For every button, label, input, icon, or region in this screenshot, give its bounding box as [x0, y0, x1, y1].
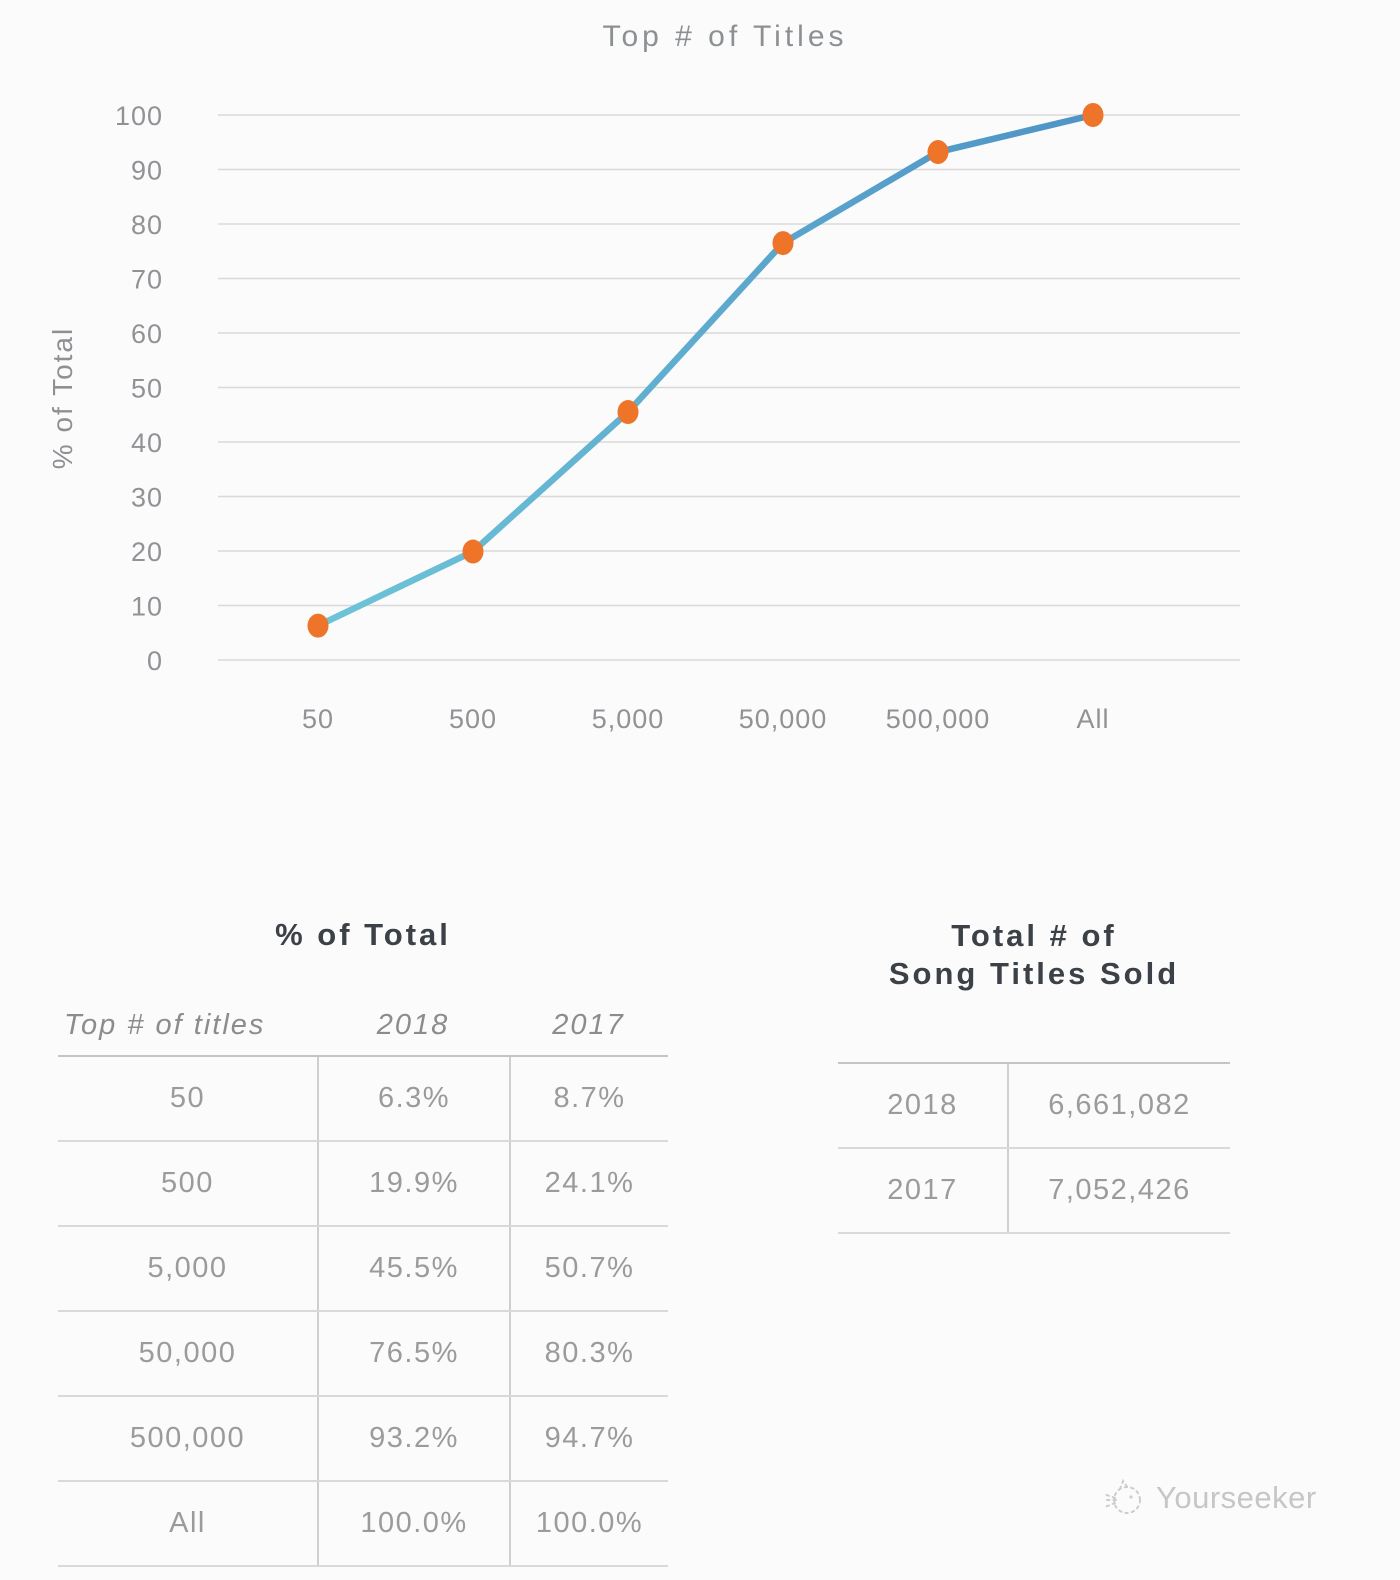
data-point-marker: [617, 400, 639, 425]
table-row: 500,000 93.2% 94.7%: [58, 1397, 668, 1482]
y-tick-label: 40: [131, 428, 163, 458]
table-cell: 94.7%: [509, 1397, 668, 1480]
pct-table-header-2018: 2018: [376, 1008, 450, 1041]
table-cell: 80.3%: [509, 1312, 668, 1395]
table-cell: 24.1%: [509, 1142, 668, 1225]
table-cell: 5,000: [147, 1252, 228, 1284]
table-cell: 500: [161, 1167, 214, 1199]
table-cell: 7,052,426: [1007, 1149, 1230, 1232]
data-point-marker: [772, 231, 794, 256]
table-row: 2018 6,661,082: [838, 1064, 1230, 1149]
table-row: 2017 7,052,426: [838, 1149, 1230, 1234]
titles-line-chart: Top # of Titles % of Total 0 10 20 30 40 50 60 70…: [47, 20, 1240, 734]
y-tick-label: 20: [131, 537, 163, 567]
table-cell: 8.7%: [509, 1057, 668, 1140]
table-cell: 6,661,082: [1007, 1064, 1230, 1147]
totals-table-title-line1: Total # of: [951, 918, 1117, 953]
totals-table-body: 2018 6,661,082 2017 7,052,426: [838, 1062, 1230, 1234]
x-tick-label: 5,000: [592, 704, 665, 734]
table-cell: 45.5%: [317, 1227, 509, 1310]
table-cell: 100.0%: [509, 1482, 668, 1565]
x-tick-label: 50: [302, 704, 334, 734]
pct-table-header-titles: Top # of titles: [64, 1008, 266, 1041]
data-line-2018: [314, 111, 1097, 629]
table-cell: 50,000: [138, 1337, 237, 1369]
y-tick-label: 30: [131, 483, 163, 513]
x-tick-label: 500: [449, 704, 497, 734]
y-tick-label: 80: [131, 210, 163, 240]
data-point-marker: [927, 140, 949, 165]
table-row: 50,000 76.5% 80.3%: [58, 1312, 668, 1397]
y-axis-title: % of Total: [47, 327, 78, 469]
table-row: 5,000 45.5% 50.7%: [58, 1227, 668, 1312]
table-cell: All: [169, 1507, 206, 1539]
table-cell: 50.7%: [509, 1227, 668, 1310]
y-tick-label: 50: [131, 374, 163, 404]
data-point-marker: [462, 539, 484, 564]
cat-sketch-icon: [1103, 1478, 1141, 1514]
y-tick-label: 100: [115, 101, 163, 131]
data-point-marker: [307, 613, 329, 638]
pct-table-body: 50 6.3% 8.7% 500 19.9% 24.1% 5,000 45.5% 50.7% 50…: [58, 1055, 668, 1567]
y-tick-label: 10: [131, 592, 163, 622]
table-cell: 6.3%: [317, 1057, 509, 1140]
x-tick-label: All: [1076, 704, 1109, 734]
table-row: 500 19.9% 24.1%: [58, 1142, 668, 1227]
pct-table-header-row: Top # of titles 2018 2017: [58, 995, 668, 1055]
x-tick-label: 50,000: [739, 704, 828, 734]
totals-table-title-line2: Song Titles Sold: [888, 956, 1180, 991]
pct-table-title: % of Total: [275, 917, 451, 952]
table-row: 50 6.3% 8.7%: [58, 1057, 668, 1142]
table-cell: 19.9%: [317, 1142, 509, 1225]
chart-title: Top # of Titles: [602, 20, 847, 53]
table-cell: 50: [169, 1082, 206, 1114]
table-cell: 500,000: [129, 1422, 246, 1454]
pct-table-header-2017: 2017: [552, 1008, 625, 1041]
table-cell: 2017: [887, 1174, 958, 1206]
table-row: All 100.0% 100.0%: [58, 1482, 668, 1567]
y-tick-label: 70: [131, 265, 163, 295]
table-cell: 93.2%: [317, 1397, 509, 1480]
table-cell: 2018: [887, 1089, 958, 1121]
table-cell: 100.0%: [317, 1482, 509, 1565]
y-tick-label: 60: [131, 319, 163, 349]
table-cell: 76.5%: [317, 1312, 509, 1395]
data-point-marker: [1082, 103, 1104, 127]
watermark: Yourseeker: [1100, 1476, 1317, 1520]
x-tick-label: 500,000: [886, 704, 991, 734]
watermark-label: Yourseeker: [1156, 1480, 1317, 1515]
y-tick-label: 0: [147, 646, 163, 676]
y-tick-label: 90: [131, 156, 163, 186]
totals-table-title: Total # of Song Titles Sold: [838, 917, 1230, 993]
